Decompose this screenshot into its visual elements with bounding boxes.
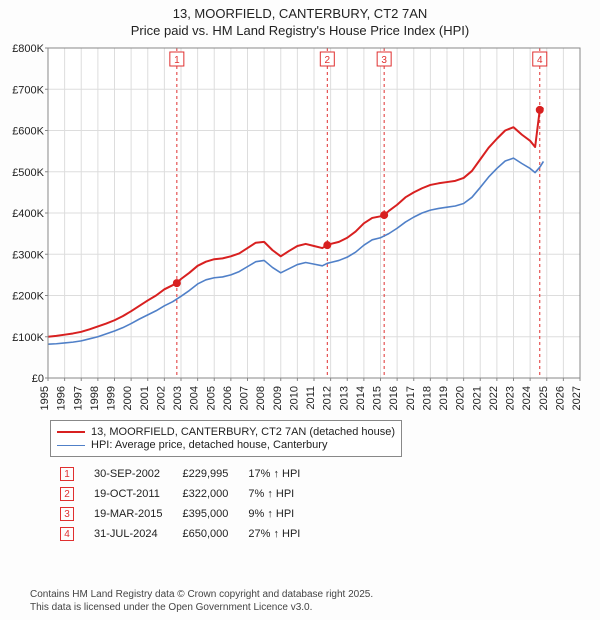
svg-text:2017: 2017 xyxy=(405,386,417,410)
sale-marker-icon: 1 xyxy=(60,467,74,481)
svg-text:£400K: £400K xyxy=(12,208,44,220)
svg-text:2005: 2005 xyxy=(205,386,217,410)
svg-text:2001: 2001 xyxy=(139,386,151,410)
svg-text:1997: 1997 xyxy=(72,386,84,410)
svg-text:1998: 1998 xyxy=(89,386,101,410)
sale-price: £229,995 xyxy=(172,464,238,484)
svg-text:2021: 2021 xyxy=(471,386,483,410)
svg-text:1999: 1999 xyxy=(106,386,118,410)
svg-text:2000: 2000 xyxy=(122,386,134,410)
svg-text:2014: 2014 xyxy=(355,386,367,410)
sale-date: 19-MAR-2015 xyxy=(84,504,172,524)
svg-text:2016: 2016 xyxy=(388,386,400,410)
sale-date: 31-JUL-2024 xyxy=(84,524,172,544)
sales-table: 1 30-SEP-2002£229,99517% ↑ HPI 2 19-OCT-201… xyxy=(50,464,310,544)
sale-date: 30-SEP-2002 xyxy=(84,464,172,484)
svg-text:2007: 2007 xyxy=(239,386,251,410)
sale-row: 3 19-MAR-2015£395,0009% ↑ HPI xyxy=(50,504,310,524)
svg-text:2026: 2026 xyxy=(554,386,566,410)
footer: Contains HM Land Registry data © Crown c… xyxy=(30,588,373,614)
legend: 13, MOORFIELD, CANTERBURY, CT2 7AN (deta… xyxy=(50,420,402,457)
sale-price: £322,000 xyxy=(172,484,238,504)
footer-line1: Contains HM Land Registry data © Crown c… xyxy=(30,588,373,601)
svg-text:2025: 2025 xyxy=(538,386,550,410)
svg-text:2008: 2008 xyxy=(255,386,267,410)
svg-text:2004: 2004 xyxy=(189,386,201,410)
sale-pct: 27% ↑ HPI xyxy=(238,524,310,544)
sale-pct: 7% ↑ HPI xyxy=(238,484,310,504)
sale-row: 1 30-SEP-2002£229,99517% ↑ HPI xyxy=(50,464,310,484)
price-chart: £0 £100K £200K £300K £400K £500K £600K £700K £80… xyxy=(0,0,600,410)
svg-text:2002: 2002 xyxy=(155,386,167,410)
svg-text:2013: 2013 xyxy=(338,386,350,410)
sale-marker-icon: 2 xyxy=(60,487,74,501)
legend-label: HPI: Average price, detached house, Cant… xyxy=(91,439,327,451)
legend-label: 13, MOORFIELD, CANTERBURY, CT2 7AN (deta… xyxy=(91,426,395,438)
sale-date: 19-OCT-2011 xyxy=(84,484,172,504)
svg-text:2027: 2027 xyxy=(571,386,583,410)
sale-row: 4 31-JUL-2024£650,00027% ↑ HPI xyxy=(50,524,310,544)
sale-pct: 9% ↑ HPI xyxy=(238,504,310,524)
svg-text:2023: 2023 xyxy=(505,386,517,410)
svg-text:£200K: £200K xyxy=(12,291,44,303)
sale-marker-icon: 4 xyxy=(60,527,74,541)
svg-text:£100K: £100K xyxy=(12,332,44,344)
svg-text:2010: 2010 xyxy=(288,386,300,410)
svg-text:£600K: £600K xyxy=(12,126,44,138)
legend-item: 13, MOORFIELD, CANTERBURY, CT2 7AN (deta… xyxy=(57,426,395,438)
svg-text:2018: 2018 xyxy=(421,386,433,410)
svg-text:2015: 2015 xyxy=(372,386,384,410)
svg-text:1996: 1996 xyxy=(56,386,68,410)
sale-marker-icon: 3 xyxy=(60,507,74,521)
svg-text:4: 4 xyxy=(537,55,543,66)
sale-row: 2 19-OCT-2011£322,0007% ↑ HPI xyxy=(50,484,310,504)
legend-line-icon xyxy=(57,445,85,446)
legend-item: HPI: Average price, detached house, Cant… xyxy=(57,439,395,451)
sale-price: £650,000 xyxy=(172,524,238,544)
svg-text:1995: 1995 xyxy=(39,386,51,410)
svg-text:2003: 2003 xyxy=(172,386,184,410)
svg-text:2020: 2020 xyxy=(455,386,467,410)
sale-price: £395,000 xyxy=(172,504,238,524)
legend-line-icon xyxy=(57,431,85,433)
sale-pct: 17% ↑ HPI xyxy=(238,464,310,484)
svg-text:£800K: £800K xyxy=(12,43,44,55)
svg-text:£300K: £300K xyxy=(12,249,44,261)
svg-text:2006: 2006 xyxy=(222,386,234,410)
svg-text:£700K: £700K xyxy=(12,84,44,96)
svg-text:2: 2 xyxy=(325,55,331,66)
footer-line2: This data is licensed under the Open Gov… xyxy=(30,601,373,614)
svg-text:£500K: £500K xyxy=(12,167,44,179)
svg-text:3: 3 xyxy=(381,55,387,66)
svg-text:1: 1 xyxy=(174,55,180,66)
svg-text:£0: £0 xyxy=(32,373,44,385)
svg-text:2009: 2009 xyxy=(272,386,284,410)
svg-text:2011: 2011 xyxy=(305,386,317,410)
svg-text:2022: 2022 xyxy=(488,386,500,410)
svg-text:2019: 2019 xyxy=(438,386,450,410)
svg-text:2024: 2024 xyxy=(521,386,533,410)
svg-text:2012: 2012 xyxy=(322,386,334,410)
